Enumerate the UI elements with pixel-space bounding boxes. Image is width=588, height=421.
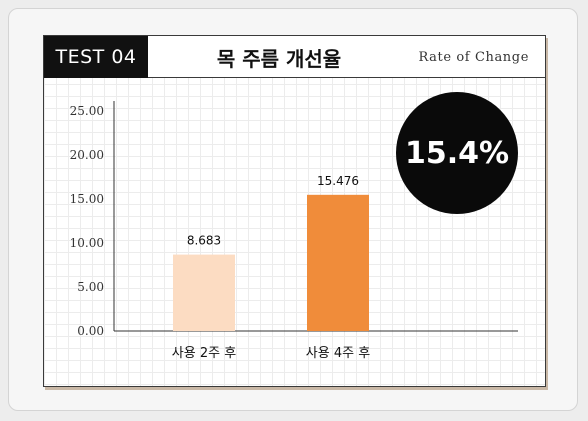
y-tick-label: 25.00 [70,104,104,118]
chart-title: 목 주름 개선율 [216,46,342,71]
bar-value-label: 8.683 [187,234,221,248]
y-tick-label: 0.00 [77,324,104,338]
x-category-label: 사용 4주 후 [306,346,370,361]
change-rate-badge: 15.4% [396,92,518,214]
bar-value-label: 15.476 [317,174,359,188]
x-category-label: 사용 2주 후 [172,346,236,361]
bar [173,254,235,331]
test-tag: TEST 04 [44,36,148,78]
y-tick-label: 5.00 [77,280,104,294]
y-tick-label: 20.00 [70,148,104,162]
bar [307,194,369,331]
card-header: TEST 04 목 주름 개선율 Rate of Change [44,36,545,78]
chart-subtitle: Rate of Change [418,49,529,65]
y-tick-label: 10.00 [70,236,104,250]
y-tick-label: 15.00 [70,192,104,206]
